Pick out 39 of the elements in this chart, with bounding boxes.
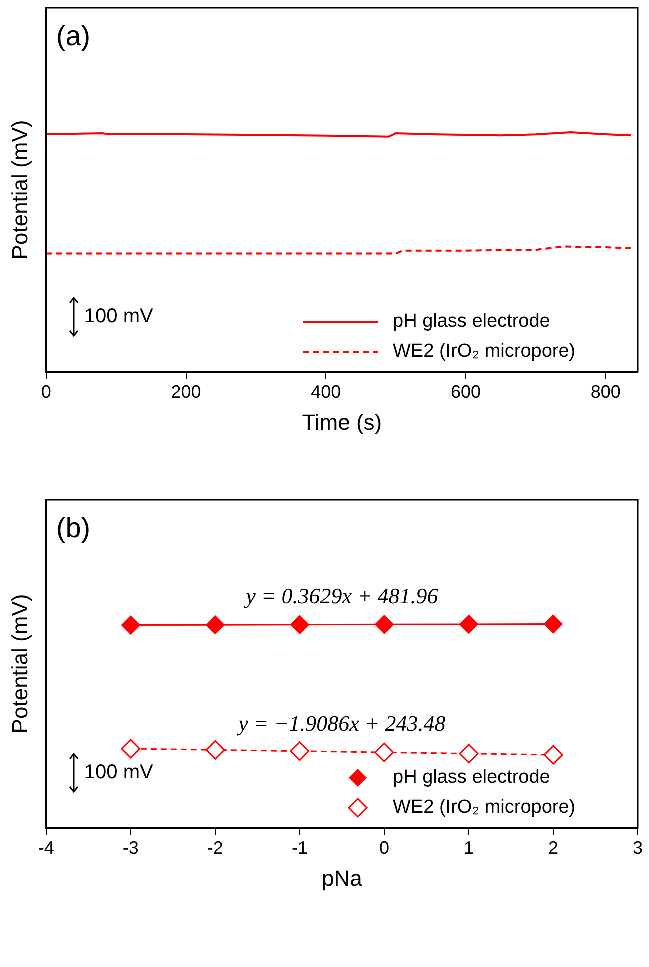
point — [206, 740, 226, 760]
x-axis-title: pNa — [322, 866, 364, 891]
point — [290, 742, 310, 762]
y-axis-title: Potential (mV) — [7, 594, 32, 734]
legend-label: pH glass electrode — [393, 311, 550, 332]
x-tick-label: 0 — [41, 382, 52, 402]
point — [374, 742, 394, 762]
text: (b) — [56, 512, 91, 544]
point — [121, 616, 140, 635]
point — [206, 616, 225, 635]
legend-label: pH glass electrode — [393, 767, 550, 788]
x-tick-label: 400 — [311, 382, 342, 402]
legend-label: WE2 (IrO₂ micropore) — [393, 797, 576, 818]
point — [374, 615, 394, 634]
x-tick-label: 600 — [450, 382, 481, 402]
annotation: y = 0.3629x + 481.96 — [244, 583, 438, 608]
legend-label: WE2 (IrO₂ micropore) — [393, 341, 576, 362]
point — [290, 615, 310, 634]
x-tick-label: -4 — [38, 838, 54, 858]
x-tick-label: 3 — [632, 838, 644, 858]
x-tick-label: 800 — [590, 382, 621, 402]
x-axis-title: Time (s) — [302, 410, 382, 435]
x-tick-label: -3 — [122, 838, 139, 858]
x-tick-label: -1 — [292, 838, 308, 858]
x-tick-label: 1 — [464, 838, 474, 858]
x-tick-label: 2 — [548, 838, 558, 858]
point — [544, 614, 563, 634]
annotation: y = −1.9086x + 243.48 — [236, 710, 446, 736]
point — [544, 745, 564, 765]
point — [459, 744, 479, 764]
annotation: 100 mV — [84, 762, 154, 784]
x-tick-label: -2 — [207, 838, 224, 858]
point — [459, 614, 478, 634]
text: (a) — [56, 20, 91, 52]
annotation: 100 mV — [84, 306, 154, 328]
x-tick-label: 200 — [171, 382, 202, 402]
y-axis-title: Potential (mV) — [7, 120, 32, 260]
point — [121, 739, 141, 759]
x-tick-label: 0 — [379, 838, 390, 858]
